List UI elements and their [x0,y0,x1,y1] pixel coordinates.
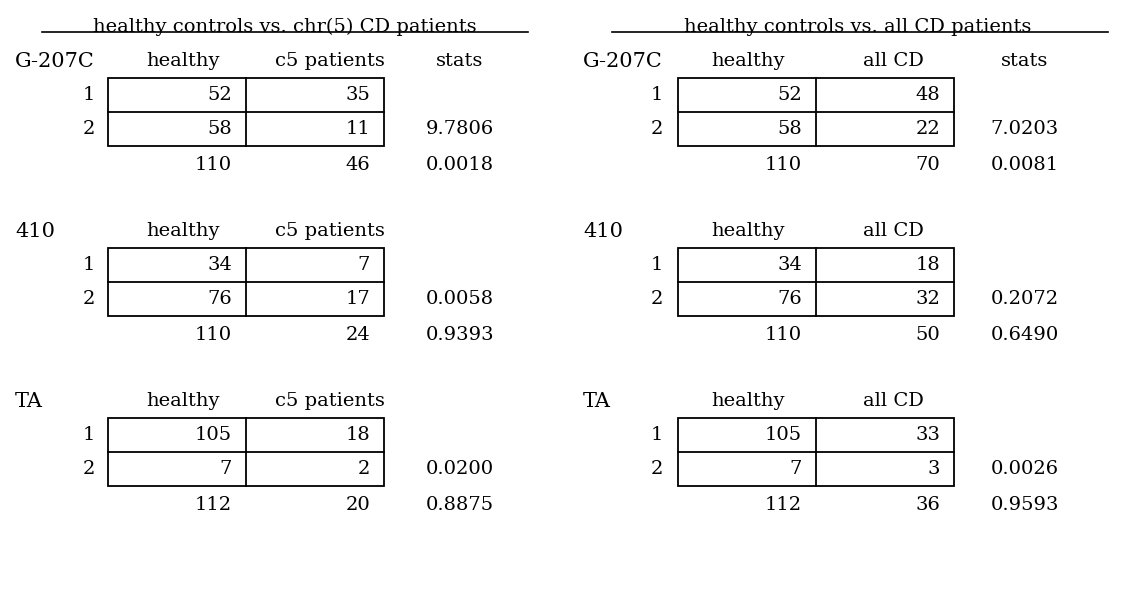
Text: G-207C: G-207C [15,52,95,71]
Text: 0.0081: 0.0081 [991,156,1059,174]
Text: 0.0018: 0.0018 [426,156,494,174]
Text: 110: 110 [765,156,802,174]
Text: 52: 52 [778,86,802,104]
Text: healthy controls vs. chr(5) CD patients: healthy controls vs. chr(5) CD patients [93,18,477,36]
Text: 105: 105 [195,426,232,444]
Text: all CD: all CD [863,52,923,70]
Text: 0.0058: 0.0058 [426,290,494,308]
Text: 70: 70 [915,156,941,174]
Text: 110: 110 [765,326,802,344]
Text: 0.9393: 0.9393 [426,326,494,344]
Text: 410: 410 [583,222,623,241]
Text: 2: 2 [358,460,370,478]
Text: 2: 2 [650,460,663,478]
Text: healthy controls vs. all CD patients: healthy controls vs. all CD patients [685,18,1031,36]
Text: 112: 112 [765,496,802,514]
Text: healthy: healthy [711,222,785,240]
Bar [678,78,954,146]
Text: 33: 33 [915,426,941,444]
Text: 0.6490: 0.6490 [991,326,1059,344]
Text: 3: 3 [928,460,941,478]
Text: 46: 46 [345,156,370,174]
Text: healthy: healthy [711,52,785,70]
Text: 35: 35 [345,86,370,104]
Text: 24: 24 [345,326,370,344]
Text: c5 patients: c5 patients [275,52,385,70]
Text: 0.2072: 0.2072 [991,290,1059,308]
Text: 7: 7 [220,460,232,478]
Text: 0.8875: 0.8875 [426,496,494,514]
Text: 48: 48 [915,86,941,104]
Text: healthy: healthy [147,392,220,410]
Text: stats: stats [1001,52,1048,70]
Text: 2: 2 [650,120,663,138]
Text: 18: 18 [915,256,941,274]
Bar [678,248,954,316]
Bar [108,78,384,146]
Text: 58: 58 [778,120,802,138]
Text: TA: TA [15,392,42,411]
Text: 58: 58 [208,120,232,138]
Text: 11: 11 [345,120,370,138]
Text: 1: 1 [650,86,663,104]
Text: 410: 410 [15,222,55,241]
Text: 0.9593: 0.9593 [991,496,1059,514]
Text: all CD: all CD [863,222,923,240]
Text: 7.0203: 7.0203 [991,120,1059,138]
Text: 22: 22 [915,120,941,138]
Text: 34: 34 [208,256,232,274]
Text: 34: 34 [778,256,802,274]
Text: 36: 36 [915,496,941,514]
Text: 20: 20 [345,496,370,514]
Text: 112: 112 [195,496,232,514]
Text: 1: 1 [83,256,95,274]
Text: 18: 18 [345,426,370,444]
Text: G-207C: G-207C [583,52,663,71]
Text: healthy: healthy [147,52,220,70]
Text: 17: 17 [345,290,370,308]
Text: 1: 1 [650,256,663,274]
Text: 110: 110 [195,326,232,344]
Text: 0.0026: 0.0026 [991,460,1059,478]
Text: 2: 2 [650,290,663,308]
Text: c5 patients: c5 patients [275,392,385,410]
Text: c5 patients: c5 patients [275,222,385,240]
Text: 52: 52 [208,86,232,104]
Text: 7: 7 [790,460,802,478]
Bar [678,418,954,486]
Bar [108,418,384,486]
Text: all CD: all CD [863,392,923,410]
Text: 7: 7 [358,256,370,274]
Text: 50: 50 [915,326,941,344]
Text: 2: 2 [83,460,95,478]
Text: 110: 110 [195,156,232,174]
Text: TA: TA [583,392,611,411]
Text: healthy: healthy [711,392,785,410]
Text: healthy: healthy [147,222,220,240]
Text: 1: 1 [83,426,95,444]
Text: 32: 32 [915,290,941,308]
Text: 76: 76 [778,290,802,308]
Text: 0.0200: 0.0200 [426,460,494,478]
Text: 2: 2 [83,120,95,138]
Text: stats: stats [436,52,484,70]
Text: 76: 76 [208,290,232,308]
Text: 105: 105 [765,426,802,444]
Bar [108,248,384,316]
Text: 2: 2 [83,290,95,308]
Text: 1: 1 [650,426,663,444]
Text: 1: 1 [83,86,95,104]
Text: 9.7806: 9.7806 [426,120,494,138]
